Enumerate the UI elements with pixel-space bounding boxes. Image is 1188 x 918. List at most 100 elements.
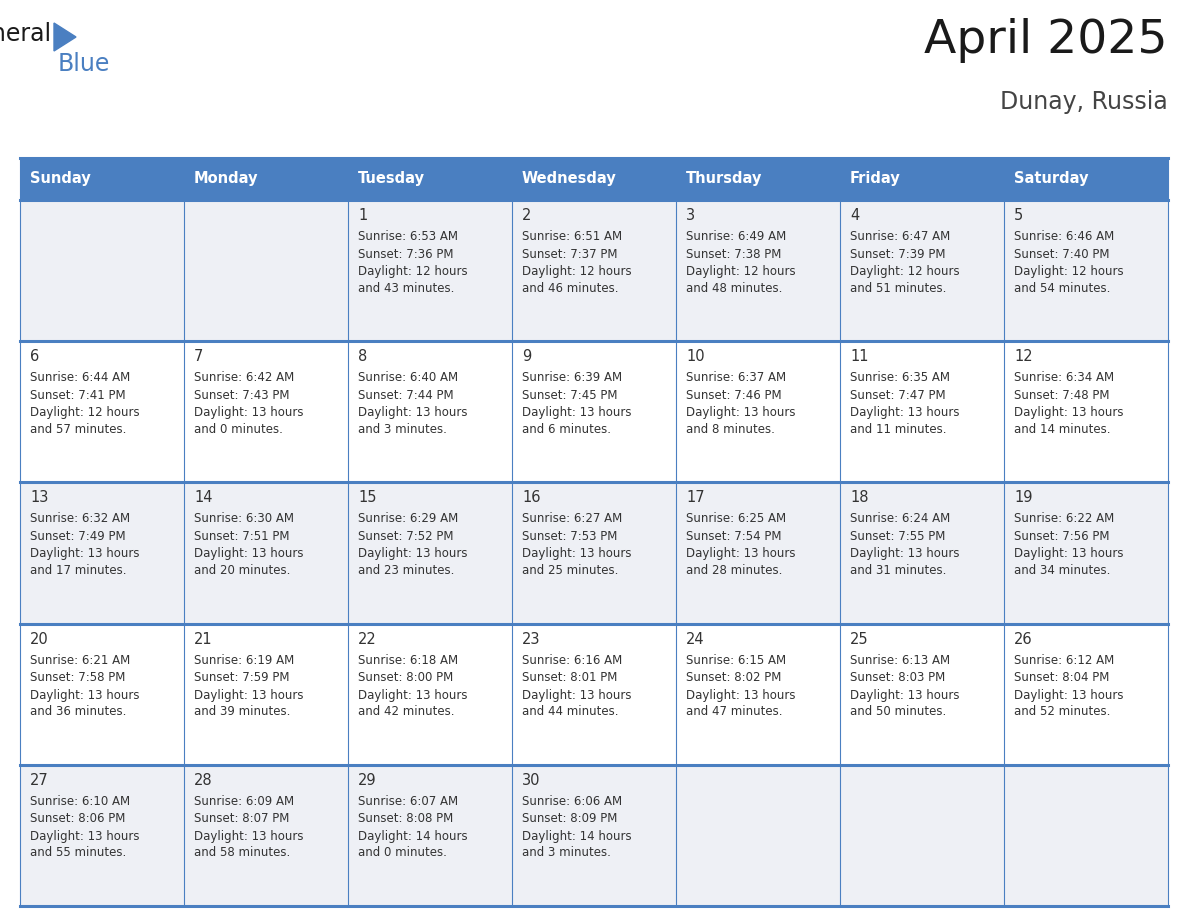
Bar — [512, 482, 676, 623]
Text: Sunrise: 6:53 AM: Sunrise: 6:53 AM — [358, 230, 459, 243]
Text: Sunrise: 6:06 AM: Sunrise: 6:06 AM — [522, 795, 623, 808]
Text: Sunset: 7:47 PM: Sunset: 7:47 PM — [849, 388, 946, 402]
Text: Sunrise: 6:24 AM: Sunrise: 6:24 AM — [849, 512, 950, 525]
Text: 26: 26 — [1015, 632, 1032, 646]
Text: Sunset: 8:09 PM: Sunset: 8:09 PM — [522, 812, 618, 825]
Text: April 2025: April 2025 — [924, 18, 1168, 63]
Text: Daylight: 12 hours
and 43 minutes.: Daylight: 12 hours and 43 minutes. — [358, 265, 468, 295]
Bar — [1004, 158, 1168, 200]
Text: Daylight: 13 hours
and 55 minutes.: Daylight: 13 hours and 55 minutes. — [30, 830, 139, 859]
Text: Sunrise: 6:21 AM: Sunrise: 6:21 AM — [30, 654, 131, 666]
Text: Daylight: 12 hours
and 46 minutes.: Daylight: 12 hours and 46 minutes. — [522, 265, 632, 295]
Text: Sunrise: 6:07 AM: Sunrise: 6:07 AM — [358, 795, 459, 808]
Text: Sunday: Sunday — [30, 172, 90, 186]
Text: 24: 24 — [685, 632, 704, 646]
Bar — [1004, 765, 1168, 906]
Text: Daylight: 14 hours
and 3 minutes.: Daylight: 14 hours and 3 minutes. — [522, 830, 632, 859]
Text: Dunay, Russia: Dunay, Russia — [1000, 90, 1168, 114]
Text: Sunrise: 6:18 AM: Sunrise: 6:18 AM — [358, 654, 459, 666]
Text: Sunset: 8:02 PM: Sunset: 8:02 PM — [685, 671, 782, 684]
Bar — [20, 158, 184, 200]
Bar — [1004, 200, 1168, 341]
Bar — [512, 200, 676, 341]
Text: Saturday: Saturday — [1015, 172, 1088, 186]
Text: 1: 1 — [358, 208, 367, 223]
Bar — [512, 341, 676, 482]
Text: Daylight: 13 hours
and 34 minutes.: Daylight: 13 hours and 34 minutes. — [1015, 547, 1124, 577]
Text: Sunset: 8:06 PM: Sunset: 8:06 PM — [30, 812, 126, 825]
Text: Daylight: 13 hours
and 47 minutes.: Daylight: 13 hours and 47 minutes. — [685, 688, 796, 718]
Bar — [184, 482, 348, 623]
Text: Daylight: 13 hours
and 3 minutes.: Daylight: 13 hours and 3 minutes. — [358, 406, 468, 436]
Text: Daylight: 13 hours
and 39 minutes.: Daylight: 13 hours and 39 minutes. — [194, 688, 303, 718]
Text: 29: 29 — [358, 773, 377, 788]
Text: 4: 4 — [849, 208, 859, 223]
Text: Daylight: 14 hours
and 0 minutes.: Daylight: 14 hours and 0 minutes. — [358, 830, 468, 859]
Text: Sunset: 7:40 PM: Sunset: 7:40 PM — [1015, 248, 1110, 261]
Text: Sunrise: 6:13 AM: Sunrise: 6:13 AM — [849, 654, 950, 666]
Text: Sunrise: 6:51 AM: Sunrise: 6:51 AM — [522, 230, 623, 243]
Bar — [1004, 623, 1168, 765]
Text: 14: 14 — [194, 490, 213, 506]
Text: Daylight: 13 hours
and 42 minutes.: Daylight: 13 hours and 42 minutes. — [358, 688, 468, 718]
Text: Sunrise: 6:37 AM: Sunrise: 6:37 AM — [685, 371, 786, 385]
Text: Sunrise: 6:44 AM: Sunrise: 6:44 AM — [30, 371, 131, 385]
Text: Daylight: 12 hours
and 57 minutes.: Daylight: 12 hours and 57 minutes. — [30, 406, 140, 436]
Text: Daylight: 13 hours
and 14 minutes.: Daylight: 13 hours and 14 minutes. — [1015, 406, 1124, 436]
Text: 2: 2 — [522, 208, 531, 223]
Text: Daylight: 13 hours
and 25 minutes.: Daylight: 13 hours and 25 minutes. — [522, 547, 632, 577]
Text: 12: 12 — [1015, 349, 1032, 364]
Text: Sunrise: 6:29 AM: Sunrise: 6:29 AM — [358, 512, 459, 525]
Bar — [20, 623, 184, 765]
Text: Sunset: 7:48 PM: Sunset: 7:48 PM — [1015, 388, 1110, 402]
Bar — [348, 765, 512, 906]
Text: 16: 16 — [522, 490, 541, 506]
Text: Sunrise: 6:35 AM: Sunrise: 6:35 AM — [849, 371, 950, 385]
Text: Daylight: 12 hours
and 51 minutes.: Daylight: 12 hours and 51 minutes. — [849, 265, 960, 295]
Text: Sunrise: 6:19 AM: Sunrise: 6:19 AM — [194, 654, 295, 666]
Text: 3: 3 — [685, 208, 695, 223]
Text: Daylight: 12 hours
and 48 minutes.: Daylight: 12 hours and 48 minutes. — [685, 265, 796, 295]
Bar — [840, 158, 1004, 200]
Bar — [676, 482, 840, 623]
Bar — [20, 482, 184, 623]
Text: Sunrise: 6:42 AM: Sunrise: 6:42 AM — [194, 371, 295, 385]
Text: Sunrise: 6:15 AM: Sunrise: 6:15 AM — [685, 654, 786, 666]
Bar — [512, 623, 676, 765]
Bar — [20, 200, 184, 341]
Text: 18: 18 — [849, 490, 868, 506]
Text: Sunset: 8:08 PM: Sunset: 8:08 PM — [358, 812, 454, 825]
Text: Thursday: Thursday — [685, 172, 763, 186]
Text: Sunset: 7:49 PM: Sunset: 7:49 PM — [30, 530, 126, 543]
Text: Sunset: 7:55 PM: Sunset: 7:55 PM — [849, 530, 946, 543]
Text: 17: 17 — [685, 490, 704, 506]
Bar — [184, 623, 348, 765]
Bar — [20, 341, 184, 482]
Text: Daylight: 13 hours
and 23 minutes.: Daylight: 13 hours and 23 minutes. — [358, 547, 468, 577]
Text: Daylight: 13 hours
and 6 minutes.: Daylight: 13 hours and 6 minutes. — [522, 406, 632, 436]
Bar — [348, 200, 512, 341]
Text: Sunrise: 6:27 AM: Sunrise: 6:27 AM — [522, 512, 623, 525]
Text: 10: 10 — [685, 349, 704, 364]
Bar — [840, 765, 1004, 906]
Text: Sunrise: 6:30 AM: Sunrise: 6:30 AM — [194, 512, 293, 525]
Text: Monday: Monday — [194, 172, 259, 186]
Text: Sunset: 7:37 PM: Sunset: 7:37 PM — [522, 248, 618, 261]
Text: Wednesday: Wednesday — [522, 172, 617, 186]
Text: Sunrise: 6:09 AM: Sunrise: 6:09 AM — [194, 795, 295, 808]
Text: Sunset: 7:45 PM: Sunset: 7:45 PM — [522, 388, 618, 402]
Polygon shape — [53, 23, 76, 51]
Text: Sunset: 7:51 PM: Sunset: 7:51 PM — [194, 530, 290, 543]
Text: Sunset: 8:01 PM: Sunset: 8:01 PM — [522, 671, 618, 684]
Text: Sunrise: 6:46 AM: Sunrise: 6:46 AM — [1015, 230, 1114, 243]
Text: Sunset: 8:00 PM: Sunset: 8:00 PM — [358, 671, 454, 684]
Text: Sunset: 8:03 PM: Sunset: 8:03 PM — [849, 671, 946, 684]
Text: Sunrise: 6:16 AM: Sunrise: 6:16 AM — [522, 654, 623, 666]
Bar — [676, 341, 840, 482]
Bar — [184, 158, 348, 200]
Bar — [1004, 341, 1168, 482]
Text: Sunset: 7:39 PM: Sunset: 7:39 PM — [849, 248, 946, 261]
Text: Sunset: 7:41 PM: Sunset: 7:41 PM — [30, 388, 126, 402]
Bar — [20, 765, 184, 906]
Text: Sunset: 7:54 PM: Sunset: 7:54 PM — [685, 530, 782, 543]
